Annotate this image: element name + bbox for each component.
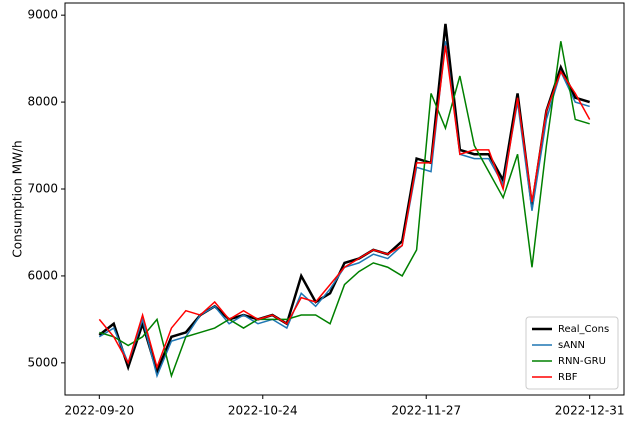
legend-label: sANN bbox=[558, 340, 585, 351]
legend-label: RBF bbox=[558, 372, 578, 383]
y-tick-label: 8000 bbox=[27, 95, 58, 109]
plot-frame bbox=[64, 2, 625, 396]
legend-box bbox=[525, 316, 619, 390]
legend: Real_Cons sANN RNN-GRU RBF bbox=[525, 316, 619, 390]
legend-label: RNN-GRU bbox=[558, 356, 606, 367]
x-tick-label: 2022-09-20 bbox=[64, 404, 134, 418]
y-tick-label: 9000 bbox=[27, 8, 58, 22]
x-tick-label: 2022-11-27 bbox=[391, 404, 461, 418]
series-line bbox=[98, 45, 591, 370]
y-axis-label: Consumption MW/h bbox=[11, 140, 25, 257]
legend-label: Real_Cons bbox=[558, 324, 609, 335]
y-tick-label: 5000 bbox=[27, 355, 58, 369]
y-tick-label: 7000 bbox=[27, 182, 58, 196]
x-tick-label: 2022-12-31 bbox=[555, 404, 625, 418]
y-tick-label: 6000 bbox=[27, 268, 58, 282]
series-line bbox=[99, 41, 590, 379]
x-tick-label: 2022-10-24 bbox=[228, 404, 298, 418]
series-line bbox=[98, 23, 591, 376]
